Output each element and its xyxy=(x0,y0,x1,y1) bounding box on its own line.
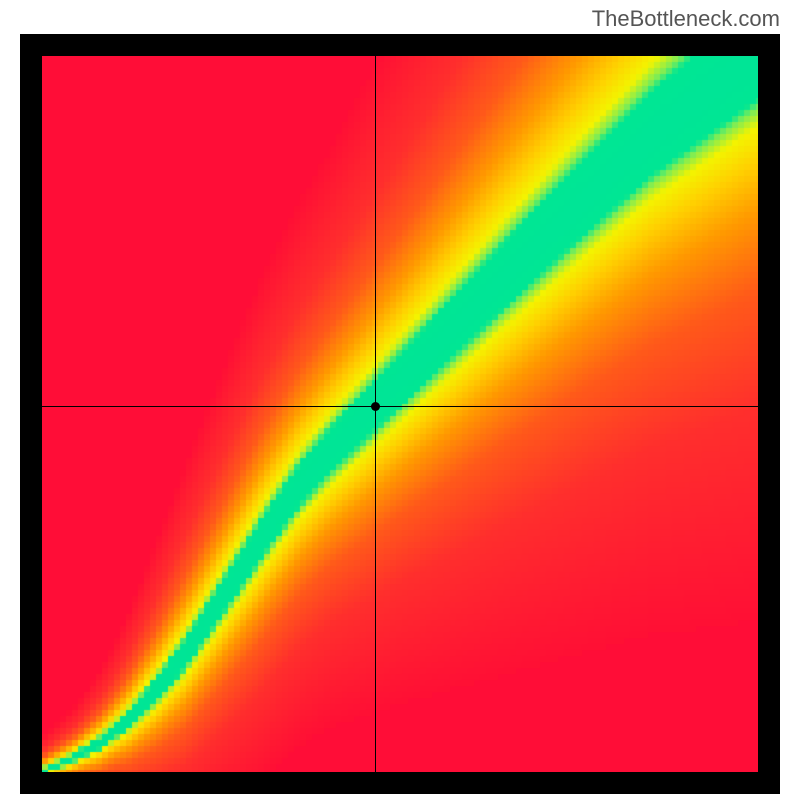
crosshair-vertical xyxy=(375,56,376,772)
chart-container: TheBottleneck.com xyxy=(0,0,800,800)
watermark-text: TheBottleneck.com xyxy=(592,6,780,32)
crosshair-horizontal xyxy=(42,406,758,407)
heatmap-canvas xyxy=(42,56,758,772)
plot-frame xyxy=(20,34,780,794)
marker-point xyxy=(371,402,380,411)
